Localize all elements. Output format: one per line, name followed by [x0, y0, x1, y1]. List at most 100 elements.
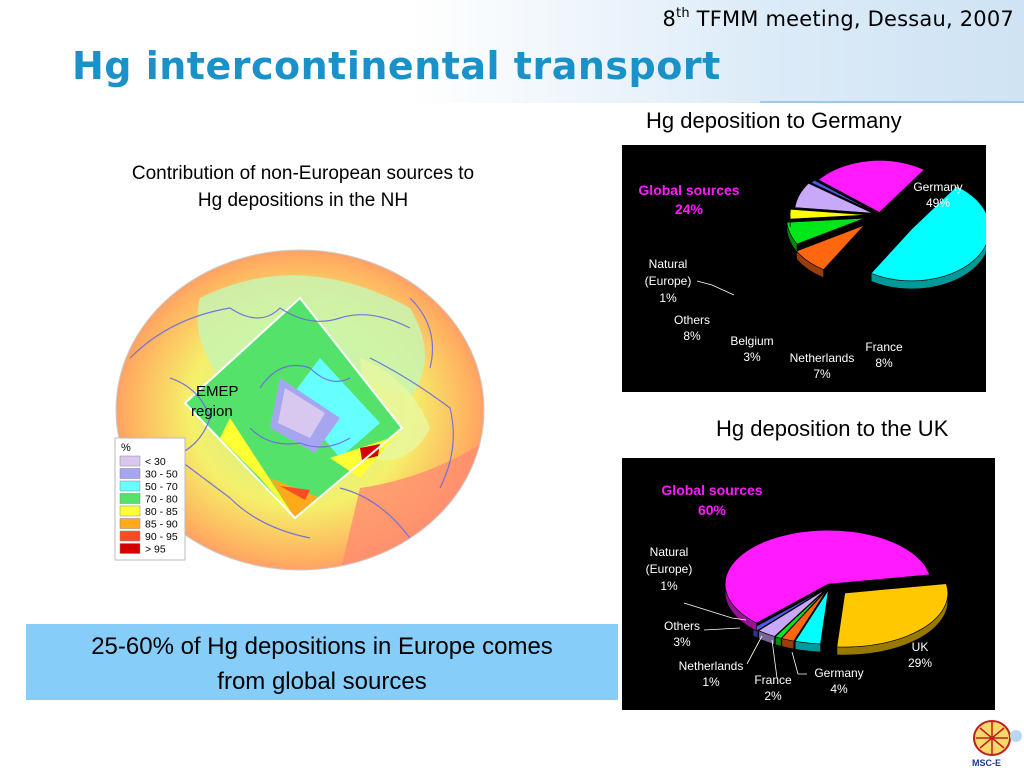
- pie-value-label: 8%: [875, 356, 893, 370]
- pie-label-others: Others 8%: [674, 313, 710, 343]
- pie-slice-belgium: [789, 208, 869, 228]
- pie-category-label: Belgium: [730, 334, 773, 348]
- pie-label-germany: Germany 4%: [791, 651, 864, 696]
- pie-label-others: Others 3%: [664, 619, 741, 649]
- pie-value-label: 8%: [683, 329, 701, 343]
- pie-slice-others: [758, 589, 826, 645]
- legend-label: 80 - 85: [145, 506, 178, 518]
- meeting-details: TFMM meeting, Dessau, 2007: [689, 7, 1014, 31]
- pie-category-label: Natural: [650, 545, 689, 559]
- pie-slice-netherlands: [786, 217, 865, 253]
- legend-label: < 30: [145, 456, 166, 468]
- pie-category-label: Others: [674, 313, 710, 327]
- pie-slice-uk: [836, 583, 949, 656]
- conclusion-box: 25-60% of Hg depositions in Europe comes…: [26, 624, 618, 700]
- legend-item-80-85: 80 - 85: [119, 505, 178, 518]
- pie-slice-global-sources: [724, 529, 930, 632]
- conclusion-line-2: from global sources: [217, 668, 427, 695]
- pie-chart-uk: UK 29% Germany 4% France 2% Netherlands 1% Other…: [646, 482, 949, 703]
- pie-category-label: (Europe): [646, 562, 693, 576]
- pie-label-natural-europe: Natural (Europe) 1%: [645, 257, 735, 305]
- map-caption-line-1: Contribution of non-European sources to: [131, 163, 475, 184]
- pie-value-label: 1%: [702, 675, 720, 689]
- pie-category-label: France: [754, 673, 792, 687]
- pie-category-label: (Europe): [645, 274, 692, 288]
- pie-slice-natural-europe: [810, 179, 876, 213]
- pie-slice-france: [781, 589, 828, 650]
- pie-chart-germany: Germany 49% France 8% Netherlands 7% Belgium 3%…: [638, 160, 986, 381]
- pie-label-global-sources: Global sources 60%: [661, 482, 762, 518]
- pie-label-global-sources: Global sources 24%: [638, 182, 739, 217]
- legend-swatch: [119, 455, 141, 467]
- pie-category-label: Germany: [913, 180, 962, 194]
- emep-label-line-1: EMEP: [196, 383, 239, 400]
- pie-category-label: Netherlands: [679, 659, 744, 673]
- pie-value-label: 24%: [675, 201, 704, 217]
- meeting-ordinal-suffix: th: [676, 6, 690, 21]
- legend-swatch: [119, 505, 141, 517]
- pie-slice-germany: [870, 185, 986, 290]
- pie-category-label: Others: [664, 619, 700, 633]
- pie-label-france: France 8%: [865, 340, 903, 370]
- chart-title-uk: Hg deposition to the UK: [716, 416, 949, 441]
- meeting-number: 8: [662, 7, 677, 31]
- msce-logo: MSC-E: [972, 720, 1022, 768]
- legend-item-50-70: 50 - 70: [119, 480, 178, 493]
- emep-region: [183, 296, 404, 520]
- legend-swatch: [119, 543, 141, 554]
- emep-label: EMEP region: [191, 383, 239, 420]
- legend-label: 90 - 95: [145, 531, 178, 543]
- map-caption-line-2: Hg depositions in the NH: [197, 190, 409, 211]
- legend-item-30: < 30: [119, 455, 166, 468]
- legend-swatch: [119, 530, 141, 542]
- legend-swatch: [119, 480, 141, 492]
- pie-category-label: UK: [912, 640, 929, 654]
- legend-item-90-95: 90 - 95: [119, 530, 178, 543]
- chart-title-germany: Hg deposition to Germany: [646, 108, 902, 133]
- pie-value-label: 3%: [743, 350, 761, 364]
- pie-value-label: 29%: [908, 656, 932, 670]
- pie-category-label: Netherlands: [790, 351, 855, 365]
- coastlines: [129, 297, 454, 539]
- map-caption: Contribution of non-European sources to …: [70, 160, 536, 214]
- pie-slice-netherlands: [774, 589, 827, 647]
- pie-label-uk: UK 29%: [908, 640, 932, 670]
- legend-item-70-80: 70 - 80: [119, 493, 178, 506]
- pie-label-germany: Germany 49%: [913, 180, 962, 210]
- pie-label-natural-europe: Natural (Europe) 1%: [646, 545, 747, 621]
- legend-item-95: > 95: [119, 543, 166, 556]
- header-divider: [760, 101, 1024, 103]
- meeting-info: 8th TFMM meeting, Dessau, 2007: [662, 6, 1014, 31]
- pie-value-label: 60%: [698, 502, 727, 518]
- legend-swatch: [119, 493, 141, 504]
- conclusion-line-1: 25-60% of Hg depositions in Europe comes: [91, 633, 553, 660]
- pie-category-label: France: [865, 340, 903, 354]
- pie-label-netherlands: Netherlands 7%: [790, 351, 855, 381]
- legend-label: > 95: [145, 544, 166, 556]
- pie-label-france: France 2%: [754, 639, 792, 703]
- logo-text: MSC-E: [972, 758, 1001, 768]
- pie-label-netherlands: Netherlands 1%: [679, 635, 763, 689]
- header-band: [0, 0, 1024, 103]
- legend-swatch: [119, 518, 141, 529]
- legend-label: 50 - 70: [145, 481, 178, 493]
- pie-value-label: 49%: [926, 196, 950, 210]
- legend-title: %: [121, 442, 131, 454]
- pie-value-label: 4%: [830, 682, 848, 696]
- legend-label: 85 - 90: [145, 519, 178, 531]
- legend-item-85-90: 85 - 90: [119, 518, 178, 531]
- pie-value-label: 7%: [813, 367, 831, 381]
- pie-slice-france: [796, 224, 865, 279]
- pie-value-label: 2%: [764, 689, 782, 703]
- pie-slice-global-sources: [817, 160, 925, 213]
- pie-category-label: Germany: [814, 666, 863, 680]
- pie-category-label: Global sources: [661, 482, 762, 498]
- chart-panel-germany: Germany 49% France 8% Netherlands 7% Belgium 3%…: [622, 145, 986, 392]
- pie-value-label: 1%: [659, 291, 677, 305]
- chart-panel-uk: UK 29% Germany 4% France 2% Netherlands 1% Other…: [622, 458, 995, 710]
- pie-label-belgium: Belgium 3%: [730, 334, 773, 364]
- pie-category-label: Natural: [649, 257, 688, 271]
- pie-slice-germany: [794, 589, 829, 653]
